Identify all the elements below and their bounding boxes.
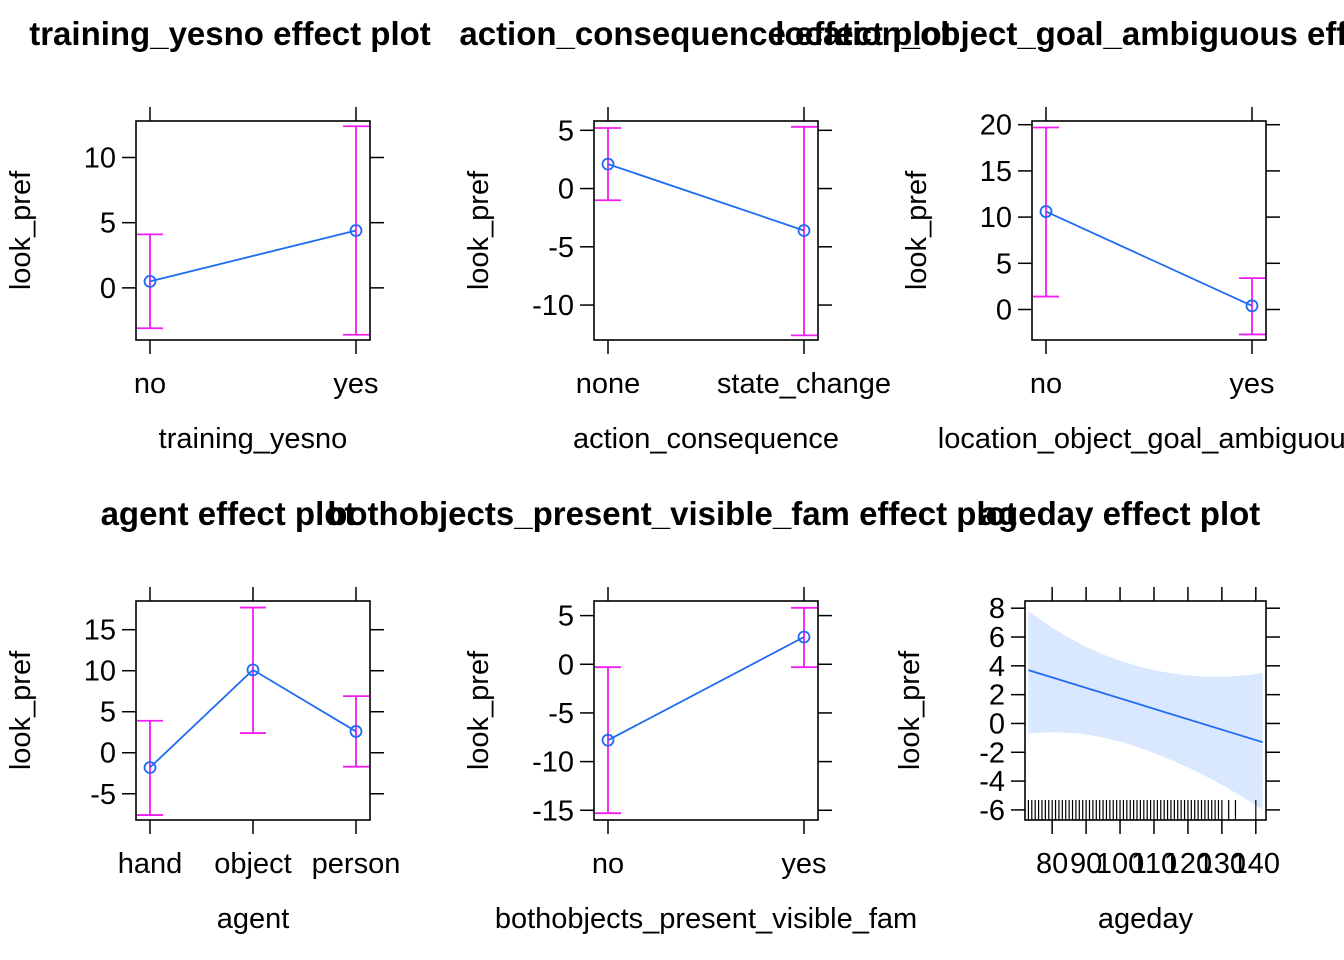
y-tick-label: 2 (989, 680, 1005, 712)
y-tick-label: 5 (996, 248, 1012, 280)
y-axis-label: look_pref (901, 170, 933, 290)
panel-title: ageday effect plot (980, 495, 1261, 532)
y-tick-label: -10 (532, 290, 574, 322)
x-tick-label: state_change (717, 368, 891, 400)
x-tick-label: 140 (1232, 848, 1280, 880)
x-axis-label: bothobjects_present_visible_fam (495, 903, 917, 935)
plot-frame (593, 120, 819, 341)
panel-title: action_consequence effect plot (459, 15, 952, 52)
plot-frame (1024, 600, 1267, 821)
y-tick-label: -10 (532, 747, 574, 779)
x-tick-label: none (576, 368, 641, 400)
y-tick-label: 15 (980, 156, 1012, 188)
x-tick-label: yes (1229, 368, 1274, 400)
effect-point (797, 630, 811, 644)
plot-frame (1031, 120, 1267, 341)
plot-frame (135, 600, 371, 821)
y-axis-label: look_pref (894, 650, 926, 770)
x-axis-label: training_yesno (159, 423, 348, 455)
y-tick-label: 0 (558, 174, 574, 206)
effect-point (246, 663, 260, 677)
x-tick-label: yes (781, 848, 826, 880)
y-axis-label: look_pref (463, 170, 495, 290)
effect-line (607, 636, 805, 741)
effect-point (797, 224, 811, 237)
y-tick-label: -2 (979, 737, 1005, 769)
y-tick-label: 5 (558, 115, 574, 147)
y-tick-label: 10 (84, 143, 116, 175)
effect-point (349, 224, 363, 237)
x-axis-label: agent (217, 903, 290, 935)
panel-title: agent effect plot (101, 495, 356, 532)
effect-plot-panel: training_yesno effect plot look_preftrain… (5, 15, 431, 455)
effect-plot-panel: location_object_goal_ambiguous effect pl… (775, 15, 1344, 455)
plot-frame (135, 120, 371, 341)
y-tick-label: 0 (100, 738, 116, 770)
plot-frame (593, 600, 819, 821)
x-tick-label: no (1030, 368, 1062, 400)
panel-title: training_yesno effect plot (29, 15, 431, 52)
effect-line (149, 229, 357, 283)
x-axis-label: ageday (1098, 903, 1194, 935)
panel-title: bothobjects_present_visible_fam effect p… (327, 495, 1017, 532)
y-tick-label: 20 (980, 110, 1012, 142)
x-tick-label: no (134, 368, 166, 400)
y-tick-label: 4 (989, 651, 1005, 683)
x-axis-label: action_consequence (573, 423, 839, 455)
y-tick-label: 10 (980, 202, 1012, 234)
y-tick-label: -5 (90, 779, 116, 811)
y-tick-label: 8 (989, 593, 1005, 625)
x-tick-label: person (312, 848, 401, 880)
effect-point (1039, 205, 1053, 218)
y-tick-label: 6 (989, 622, 1005, 654)
y-tick-label: -15 (532, 795, 574, 827)
effect-line (149, 668, 357, 769)
x-tick-label: yes (333, 368, 378, 400)
x-tick-label: no (592, 848, 624, 880)
x-tick-label: 100 (1096, 848, 1144, 880)
x-tick-label: 120 (1164, 848, 1212, 880)
y-tick-label: -5 (548, 698, 574, 730)
effect-line (1045, 210, 1253, 307)
y-tick-label: 0 (989, 708, 1005, 740)
x-tick-label: 90 (1070, 848, 1102, 880)
y-tick-label: 0 (100, 273, 116, 305)
x-tick-label: 130 (1198, 848, 1246, 880)
effect-point (601, 157, 615, 171)
confidence-band (1028, 611, 1263, 810)
y-axis-label: look_pref (5, 170, 37, 290)
y-tick-label: 10 (84, 656, 116, 688)
y-tick-label: 5 (100, 697, 116, 729)
effect-plot-panel: bothobjects_present_visible_fam effect p… (327, 495, 1017, 935)
y-tick-label: -5 (548, 232, 574, 264)
y-tick-label: 5 (558, 601, 574, 633)
y-tick-label: -6 (979, 795, 1005, 827)
y-axis-label: look_pref (5, 650, 37, 770)
y-tick-label: 0 (996, 295, 1012, 327)
fit-line (1028, 669, 1263, 744)
x-tick-label: object (214, 848, 291, 880)
x-tick-label: 110 (1131, 848, 1177, 880)
effect-line (607, 163, 805, 232)
effect-point (1245, 299, 1259, 313)
y-tick-label: 5 (100, 208, 116, 240)
effect-plot-panel: action_consequence effect plot look_prefa… (459, 15, 952, 455)
effect-point (349, 725, 363, 738)
panel-title: location_object_goal_ambiguous effect pl… (775, 15, 1344, 52)
effect-point (143, 761, 157, 774)
y-tick-label: 0 (558, 649, 574, 681)
x-axis-label: location_object_goal_ambiguous (938, 423, 1344, 455)
effect-point (143, 274, 157, 288)
y-axis-label: look_pref (463, 650, 495, 770)
y-tick-label: 15 (84, 615, 116, 647)
effect-point (601, 733, 615, 747)
y-tick-label: -4 (979, 766, 1005, 798)
x-tick-label: hand (118, 848, 183, 880)
x-tick-label: 80 (1036, 848, 1068, 880)
